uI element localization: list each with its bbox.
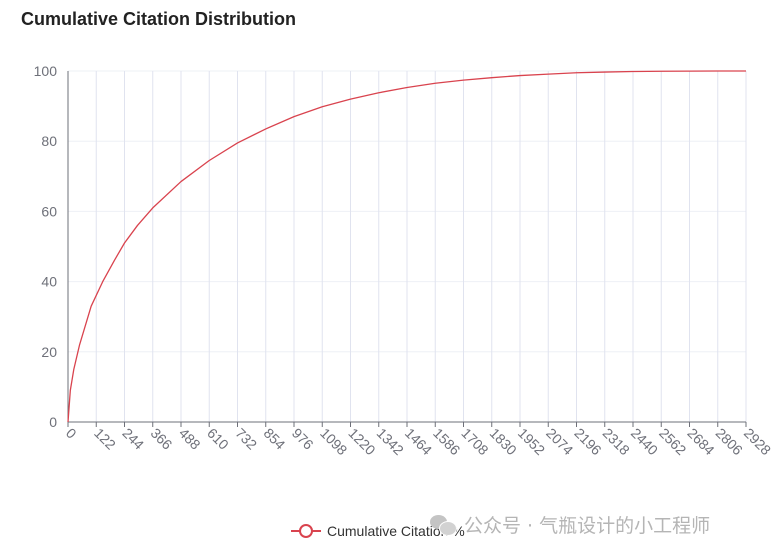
- x-tick-label: 122: [91, 425, 119, 453]
- y-tick-label: 100: [34, 63, 58, 79]
- x-tick-label: 1464: [402, 425, 435, 458]
- x-tick-label: 488: [176, 425, 204, 453]
- x-tick-label: 2806: [713, 425, 746, 458]
- chart-title: Cumulative Citation Distribution: [21, 9, 297, 29]
- x-tick-label: 1952: [515, 425, 548, 458]
- y-tick-label: 40: [41, 274, 57, 290]
- x-tick-label: 2074: [543, 425, 576, 458]
- x-tick-label: 1586: [430, 425, 463, 458]
- y-tick-label: 60: [41, 203, 57, 219]
- watermark: 公众号 · 气瓶设计的小工程师: [430, 511, 710, 538]
- x-tick-label: 366: [148, 425, 176, 453]
- x-tick-label: 0: [63, 425, 80, 442]
- y-tick-label: 0: [49, 414, 57, 430]
- tick-labels: 0 20 40 60 80 100 0 122 244 366 488 610 732 854 976 109…: [34, 63, 771, 458]
- x-tick-label: 1830: [487, 425, 520, 458]
- wechat-icon: [430, 514, 457, 536]
- watermark-text: 公众号 · 气瓶设计的小工程师: [464, 515, 711, 537]
- legend[interactable]: Cumulative Citation %: [291, 523, 465, 539]
- x-tick-label: 2440: [628, 425, 661, 458]
- x-tick-label: 854: [261, 425, 289, 453]
- series-line-cumulative-citation[interactable]: [67, 70, 746, 423]
- x-tick-label: 2562: [656, 425, 689, 458]
- legend-marker-icon: [291, 524, 321, 538]
- grid-lines: [68, 70, 747, 422]
- x-tick-label: 1708: [458, 425, 491, 458]
- x-tick-label: 2684: [684, 425, 717, 458]
- axes: [67, 71, 747, 427]
- x-tick-label: 1342: [374, 425, 407, 458]
- x-tick-label: 610: [204, 425, 232, 453]
- x-tick-label: 2196: [571, 425, 604, 458]
- x-tick-label: 976: [289, 425, 317, 453]
- series-layer: [67, 70, 746, 423]
- y-tick-label: 20: [41, 344, 57, 360]
- x-tick-label: 2928: [741, 425, 771, 458]
- x-tick-label: 244: [119, 425, 147, 453]
- x-tick-label: 2318: [600, 425, 633, 458]
- x-tick-label: 1220: [345, 425, 378, 458]
- y-tick-label: 80: [41, 133, 57, 149]
- x-tick-label: 1098: [317, 425, 350, 458]
- legend-label: Cumulative Citation %: [327, 523, 465, 539]
- x-tick-label: 732: [232, 425, 260, 453]
